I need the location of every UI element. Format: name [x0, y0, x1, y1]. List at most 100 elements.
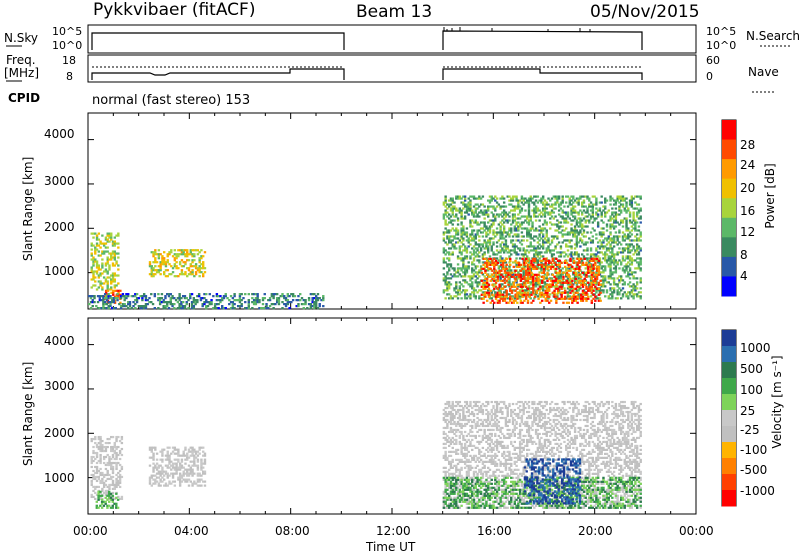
power-cell	[469, 225, 472, 228]
velocity-cell	[111, 479, 115, 483]
power-cell	[526, 271, 530, 274]
power-cell	[444, 221, 447, 224]
power-cell	[637, 261, 641, 264]
power-cell	[620, 243, 623, 246]
power-cell	[444, 275, 447, 278]
power-cell	[233, 293, 236, 296]
power-cell	[526, 249, 529, 252]
power-cell	[458, 251, 462, 254]
power-cell	[111, 252, 115, 255]
power-cell	[587, 271, 590, 274]
velocity-cell	[184, 480, 187, 483]
power-cell	[549, 249, 552, 252]
velocity-cell	[198, 480, 201, 483]
power-cell	[484, 295, 487, 298]
velocity-cell	[444, 470, 447, 473]
power-cell	[609, 243, 612, 246]
power-cell	[550, 215, 554, 218]
velocity-cell	[150, 448, 153, 451]
power-cell	[101, 288, 104, 291]
power-cell	[485, 233, 488, 236]
velocity-cell	[108, 459, 111, 463]
velocity-cell	[108, 496, 111, 499]
power-cell	[488, 297, 492, 300]
power-cell	[490, 223, 493, 226]
power-cell	[541, 245, 545, 248]
power-cell	[549, 283, 553, 286]
power-cell	[566, 195, 570, 198]
power-cell	[495, 231, 499, 234]
power-cell	[191, 259, 194, 262]
velocity-cell	[196, 464, 200, 467]
power-cell	[453, 201, 456, 204]
power-cell	[311, 305, 314, 308]
power-cell	[494, 231, 497, 234]
power-cell	[197, 295, 201, 298]
power-cell	[501, 293, 505, 296]
power-cell	[501, 195, 504, 198]
velocity-cell	[449, 450, 453, 454]
velocity-cell	[449, 416, 453, 420]
velocity-cell	[442, 432, 446, 436]
power-cell	[181, 295, 185, 298]
velocity-cell	[196, 450, 200, 453]
power-cell	[463, 265, 467, 268]
power-cell	[119, 297, 123, 300]
power-cell	[465, 255, 469, 258]
power-cell	[559, 245, 563, 248]
velocity-cell	[166, 464, 169, 467]
power-cell	[538, 239, 541, 242]
power-cell	[545, 233, 548, 236]
velocity-cell	[155, 480, 159, 483]
velocity-cell	[446, 458, 449, 461]
velocity-cell	[187, 472, 191, 475]
velocity-cell	[152, 454, 155, 457]
velocity-cell	[120, 497, 124, 501]
power-cell	[538, 251, 541, 254]
velocity-cell	[108, 494, 111, 497]
power-cell	[573, 205, 577, 208]
power-cell	[518, 247, 522, 250]
power-cell	[506, 231, 509, 234]
power-cell	[553, 261, 556, 264]
power-cell	[580, 205, 584, 208]
velocity-cell	[155, 452, 159, 455]
power-cell	[550, 205, 554, 208]
power-cell	[322, 299, 325, 302]
velocity-cell	[442, 412, 446, 416]
power-cell	[612, 199, 616, 202]
power-cell	[512, 281, 515, 284]
power-cell	[611, 237, 614, 240]
power-cell	[591, 205, 595, 208]
power-cell	[451, 205, 454, 208]
power-cell	[492, 219, 495, 222]
power-cell	[447, 247, 451, 250]
velocity-cell	[446, 400, 449, 404]
power-cell	[306, 307, 309, 310]
power-cell	[92, 264, 95, 267]
power-cell	[318, 303, 321, 306]
power-cell	[560, 293, 563, 296]
power-cell	[562, 271, 565, 274]
power-cell	[495, 213, 499, 216]
velocity-cell	[456, 422, 460, 426]
power-cell	[460, 211, 463, 214]
power-cell	[474, 197, 477, 200]
power-cell	[584, 205, 587, 208]
power-cell	[164, 263, 168, 266]
power-cell	[453, 247, 456, 250]
power-cell	[113, 278, 116, 281]
power-cell	[637, 257, 641, 260]
velocity-cell	[455, 442, 458, 446]
power-cell	[565, 245, 568, 248]
power-cell	[551, 273, 554, 276]
power-cell	[575, 265, 579, 268]
power-cell	[168, 273, 171, 276]
power-cell	[582, 243, 586, 246]
velocity-cell	[116, 506, 120, 509]
power-cell	[548, 285, 551, 288]
power-cell	[110, 256, 113, 259]
power-cell	[568, 287, 571, 290]
power-cell	[101, 264, 104, 267]
power-cell	[164, 305, 167, 308]
